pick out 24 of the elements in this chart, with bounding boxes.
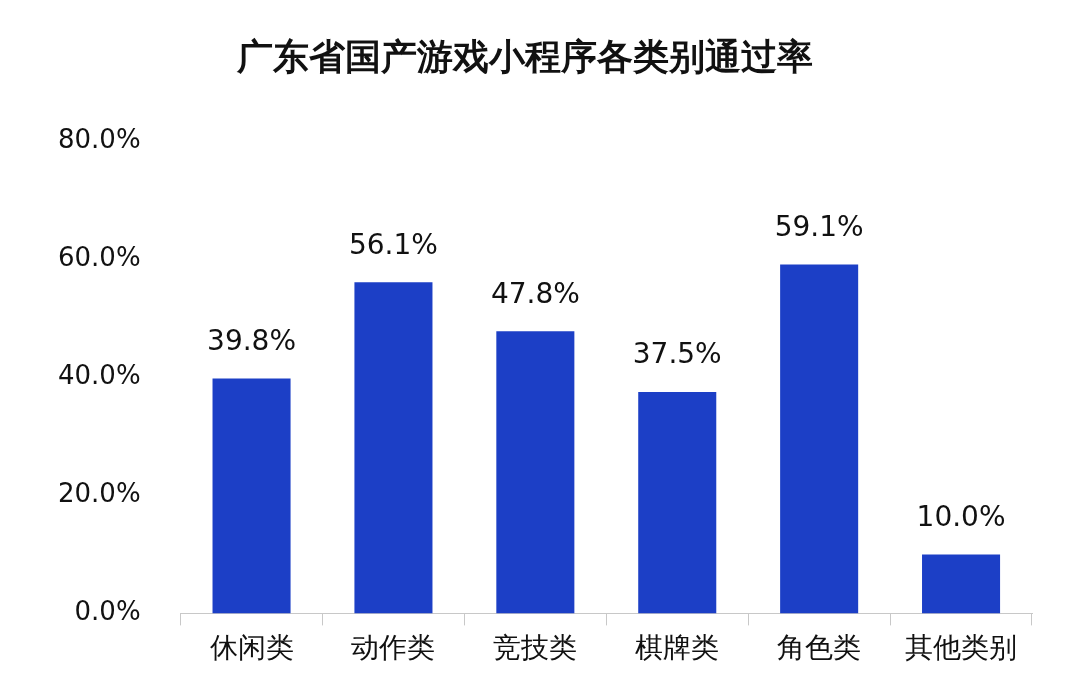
x-tick-label: 休闲类 xyxy=(209,631,294,665)
y-tick-label: 40.0% xyxy=(57,360,141,391)
y-tick-label: 80.0% xyxy=(57,123,141,154)
data-label: 47.8% xyxy=(490,276,580,310)
bar xyxy=(922,554,1001,614)
bar xyxy=(638,392,717,614)
y-tick-label: 60.0% xyxy=(57,242,141,272)
data-label: 37.5% xyxy=(632,337,722,371)
data-label: 59.1% xyxy=(774,209,864,243)
data-label: 10.0% xyxy=(916,499,1006,533)
x-tick-label: 其他类别 xyxy=(905,631,1018,665)
data-label: 39.8% xyxy=(207,323,297,357)
bar xyxy=(212,378,291,614)
y-tick-label: 20.0% xyxy=(57,478,141,509)
x-tick-label: 动作类 xyxy=(351,631,436,665)
data-label: 56.1% xyxy=(348,227,438,261)
x-tick-label: 角色类 xyxy=(777,631,862,665)
bar xyxy=(354,282,433,614)
chart-title: 广东省国产游戏小程序各类别通过率 xyxy=(236,35,813,77)
bar xyxy=(496,331,575,614)
y-tick-label: 0.0% xyxy=(74,596,141,627)
x-tick-label: 竞技类 xyxy=(493,631,578,665)
bar xyxy=(780,264,859,614)
x-tick-label: 棋牌类 xyxy=(635,631,720,665)
